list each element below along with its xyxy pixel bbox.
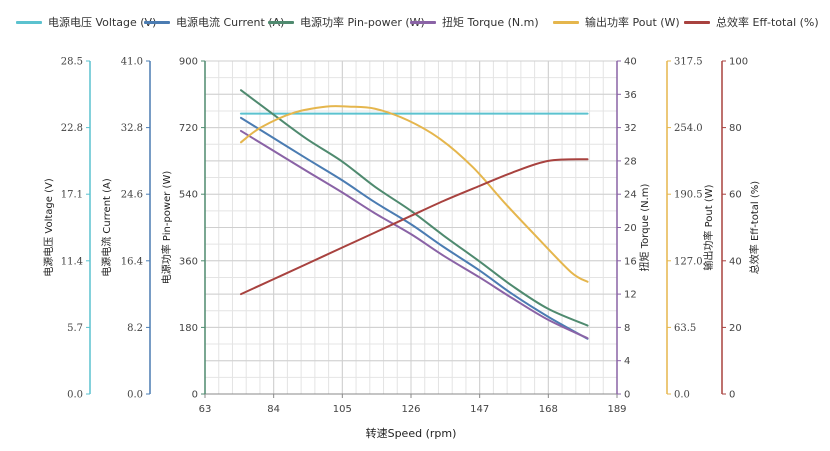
- y-axis-label-voltage: 电源电压 Voltage (V): [42, 178, 55, 277]
- chart-legend: 电源电压 Voltage (V) 电源电流 Current (A) 电源功率 Pin…: [0, 14, 830, 34]
- legend-item-current[interactable]: 电源电流 Current (A): [144, 14, 284, 30]
- y-axis-tick-label-pout: 190.5: [674, 190, 703, 201]
- y-axis-tick-label-voltage: 22.8: [61, 123, 83, 134]
- legend-swatch: [144, 20, 170, 24]
- y-axis-label-pin: 电源功率 Pin-power (W): [160, 171, 173, 285]
- y-axis-tick-label-voltage: 28.5: [61, 57, 83, 68]
- legend-label: 输出功率 Pout (W): [585, 16, 680, 29]
- y-axis-tick-label-pin: 720: [179, 123, 198, 134]
- y-axis-tick-label-voltage: 11.4: [61, 256, 83, 267]
- y-axis-tick-label-current: 32.8: [121, 123, 143, 134]
- y-axis-tick-label-pout: 0.0: [674, 390, 690, 401]
- y-axis-label-torque: 扭矩 Torque (N.m): [638, 183, 651, 271]
- y-axis-tick-label-eff: 20: [729, 323, 742, 334]
- series-line-pin: [239, 89, 589, 327]
- legend-item-voltage[interactable]: 电源电压 Voltage (V): [16, 14, 156, 30]
- x-axis-tick-label: 147: [470, 404, 489, 415]
- y-axis-tick-label-torque: 16: [624, 256, 637, 267]
- legend-item-pout[interactable]: 输出功率 Pout (W): [553, 14, 680, 30]
- legend-swatch: [268, 20, 294, 24]
- y-axis-tick-label-voltage: 0.0: [67, 390, 83, 401]
- y-axis-tick-label-current: 24.6: [121, 190, 143, 201]
- y-axis-tick-label-eff: 60: [729, 190, 742, 201]
- y-axis-tick-label-pout: 127.0: [674, 256, 703, 267]
- y-axis-tick-label-current: 41.0: [121, 57, 143, 68]
- legend-label: 总效率 Eff-total (%): [716, 16, 819, 29]
- y-axis-tick-label-torque: 40: [624, 57, 637, 68]
- y-axis-label-pout: 输出功率 Pout (W): [702, 184, 715, 270]
- y-axis-tick-label-current: 8.2: [127, 323, 143, 334]
- y-axis-tick-label-torque: 28: [624, 156, 637, 167]
- legend-swatch: [410, 20, 436, 24]
- x-axis-tick-label: 105: [333, 404, 352, 415]
- y-axis-tick-label-pin: 0: [192, 390, 198, 401]
- y-axis-tick-label-pin: 360: [179, 256, 198, 267]
- y-axis-tick-label-pin: 540: [179, 190, 198, 201]
- x-axis-tick-label: 63: [199, 404, 212, 415]
- x-axis-tick-label: 189: [607, 404, 626, 415]
- y-axis-tick-label-eff: 0: [729, 390, 735, 401]
- legend-label: 电源功率 Pin-power (W): [300, 16, 425, 29]
- y-axis-label-eff: 总效率 Eff-total (%): [748, 181, 761, 274]
- y-axis-tick-label-torque: 8: [624, 323, 630, 334]
- legend-item-eff[interactable]: 总效率 Eff-total (%): [684, 14, 819, 30]
- y-axis-tick-label-torque: 4: [624, 356, 630, 367]
- y-axis-tick-label-torque: 24: [624, 190, 637, 201]
- y-axis-tick-label-torque: 32: [624, 123, 637, 134]
- y-axis-tick-label-pout: 63.5: [674, 323, 696, 334]
- y-axis-tick-label-torque: 20: [624, 223, 637, 234]
- legend-item-torque[interactable]: 扭矩 Torque (N.m): [410, 14, 539, 30]
- y-axis-tick-label-eff: 40: [729, 256, 742, 267]
- x-axis-tick-label: 84: [267, 404, 280, 415]
- y-axis-tick-label-torque: 0: [624, 390, 630, 401]
- x-axis-label: 转速Speed (rpm): [366, 426, 457, 440]
- legend-label: 电源电流 Current (A): [176, 16, 285, 29]
- y-axis-tick-label-current: 0.0: [127, 390, 143, 401]
- legend-swatch: [684, 20, 710, 24]
- legend-swatch: [16, 20, 42, 24]
- y-axis-tick-label-pout: 317.5: [674, 57, 703, 68]
- series-line-torque: [239, 129, 589, 340]
- x-axis-tick-label: 168: [539, 404, 558, 415]
- series-line-eff: [239, 158, 589, 296]
- x-axis-tick-label: 126: [401, 404, 420, 415]
- y-axis-tick-label-voltage: 17.1: [61, 190, 83, 201]
- y-axis-tick-label-current: 16.4: [121, 256, 143, 267]
- y-axis-tick-label-pout: 254.0: [674, 123, 703, 134]
- y-axis-tick-label-torque: 36: [624, 90, 637, 101]
- legend-item-pin[interactable]: 电源功率 Pin-power (W): [268, 14, 425, 30]
- y-axis-label-current: 电源电流 Current (A): [100, 178, 113, 277]
- y-axis-tick-label-pin: 180: [179, 323, 198, 334]
- series-line-current: [239, 116, 589, 340]
- y-axis-tick-label-torque: 12: [624, 290, 637, 301]
- y-axis-tick-label-voltage: 5.7: [67, 323, 83, 334]
- legend-label: 扭矩 Torque (N.m): [442, 16, 539, 29]
- y-axis-tick-label-eff: 100: [729, 57, 748, 68]
- series-line-pout: [239, 105, 589, 283]
- y-axis-tick-label-pin: 900: [179, 57, 198, 68]
- legend-swatch: [553, 20, 579, 24]
- y-axis-tick-label-eff: 80: [729, 123, 742, 134]
- legend-label: 电源电压 Voltage (V): [48, 16, 157, 29]
